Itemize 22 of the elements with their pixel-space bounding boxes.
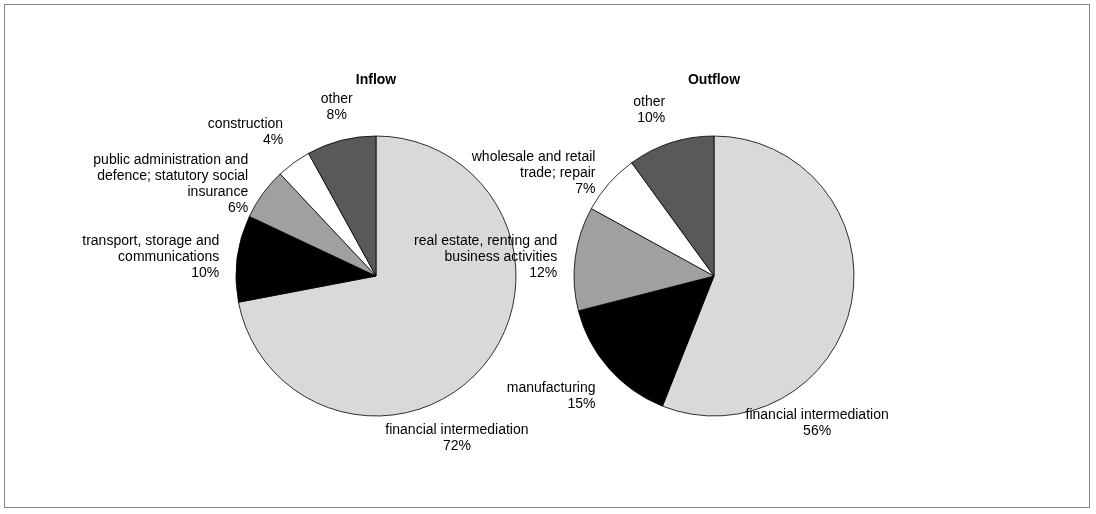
slice-label: public administration and defence; statutory social insurance: [93, 151, 249, 200]
data-label: 6%: [227, 199, 249, 216]
slice-label: financial intermediation: [385, 421, 529, 437]
data-label: 8%: [326, 105, 347, 122]
slice-label: manufacturing: [506, 379, 596, 396]
data-label: 72%: [442, 437, 471, 453]
slice-label: real estate, renting and business activities: [414, 232, 558, 265]
data-label: 10%: [191, 264, 220, 281]
slice-label: financial intermediation: [745, 406, 889, 422]
slice-label: other: [633, 92, 666, 109]
data-label: 56%: [803, 422, 832, 438]
data-label: 4%: [262, 131, 284, 148]
data-label: 12%: [529, 264, 558, 281]
chart-title: Outflow: [687, 71, 741, 87]
data-label: 10%: [637, 108, 666, 125]
slice-label: transport, storage and communications: [82, 232, 220, 265]
chart-title: Inflow: [355, 71, 397, 87]
slice-label: wholesale and retail trade; repair: [470, 147, 596, 180]
data-label: 15%: [567, 395, 596, 412]
slice-label: other: [320, 89, 353, 106]
data-label: 7%: [575, 179, 596, 196]
slice-label: construction: [207, 115, 284, 132]
